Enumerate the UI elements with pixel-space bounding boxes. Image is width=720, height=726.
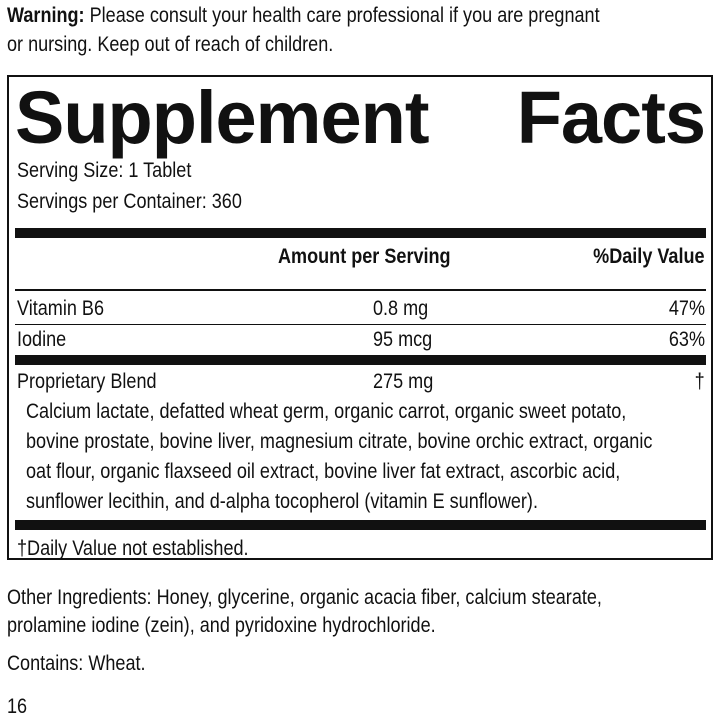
blend-line: bovine prostate, bovine liver, magnesium…	[26, 430, 653, 453]
nutrient-name: Iodine	[17, 328, 67, 351]
divider	[15, 289, 706, 291]
warning-text-2: or nursing. Keep out of reach of childre…	[7, 33, 334, 56]
nutrient-name: Proprietary Blend	[17, 370, 157, 393]
thick-divider	[15, 228, 706, 238]
nutrient-amount: 275 mg	[373, 370, 434, 393]
other-ingredients-2: prolamine iodine (zein), and pyridoxine …	[7, 614, 436, 637]
panel-title: Supplement Facts	[15, 76, 706, 159]
warning-label: Warning:	[7, 4, 85, 27]
nutrient-dv: †	[694, 370, 705, 393]
supplement-facts-panel	[7, 75, 713, 560]
header-amount: Amount per Serving	[278, 245, 451, 268]
other-ingredients: Other Ingredients: Honey, glycerine, org…	[7, 586, 602, 609]
blend-line: oat flour, organic flaxseed oil extract,…	[26, 460, 621, 483]
thick-divider	[15, 355, 706, 365]
title-supplement: Supplement	[15, 76, 429, 159]
serving-size: Serving Size: 1 Tablet	[17, 159, 192, 182]
title-facts: Facts	[516, 76, 706, 159]
nutrient-dv: 63%	[668, 328, 705, 351]
thick-divider	[15, 520, 706, 530]
nutrient-amount: 95 mcg	[373, 328, 433, 351]
blend-line: sunflower lecithin, and d-alpha tocopher…	[26, 490, 538, 513]
nutrient-amount: 0.8 mg	[373, 297, 429, 320]
contains-statement: Contains: Wheat.	[7, 652, 146, 675]
nutrient-dv: 47%	[668, 297, 705, 320]
nutrient-name: Vitamin B6	[17, 297, 105, 320]
footnote: †Daily Value not established.	[17, 537, 249, 560]
blend-line: Calcium lactate, defatted wheat germ, or…	[26, 400, 627, 423]
warning-text: Please consult your health care professi…	[84, 4, 600, 27]
header-daily-value: %Daily Value	[593, 245, 705, 268]
page-number: 16	[7, 695, 28, 718]
servings-per-container: Servings per Container: 360	[17, 190, 242, 213]
divider	[15, 324, 706, 325]
